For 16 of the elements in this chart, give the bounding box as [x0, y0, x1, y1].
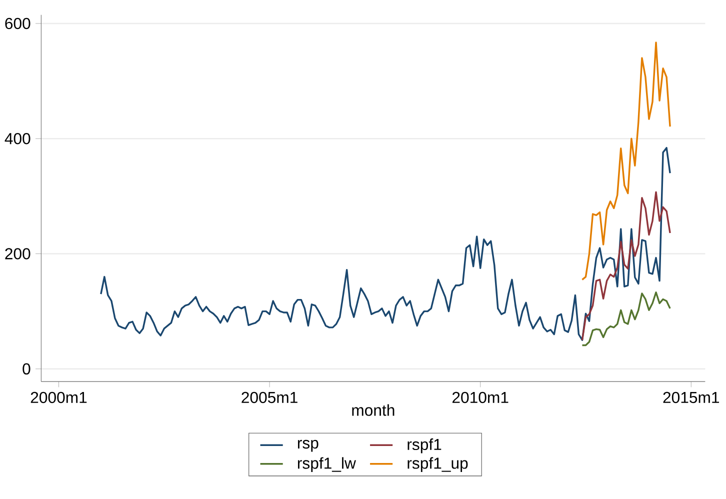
- legend-label: rspf1_up: [408, 457, 468, 472]
- legend-label: rsp: [298, 440, 318, 452]
- x-tick-label: 2005m1: [242, 392, 298, 404]
- line-series: [581, 292, 671, 346]
- y-tick-label: 400: [4, 133, 30, 144]
- y-tick-label: 600: [5, 18, 30, 30]
- x-tick-label: 2010m1: [452, 392, 508, 404]
- x-tick-label: 2015m1: [663, 392, 720, 404]
- x-tick-label: 2000m1: [30, 392, 87, 404]
- y-tick-label: 200: [5, 248, 30, 260]
- line-series: [581, 192, 671, 342]
- legend-label: rspf1_lw: [298, 457, 356, 472]
- legend-label: rspf1: [408, 438, 442, 454]
- y-tick-label: 0: [22, 364, 30, 375]
- line-series: [581, 42, 671, 281]
- x-axis-title: month: [352, 404, 394, 416]
